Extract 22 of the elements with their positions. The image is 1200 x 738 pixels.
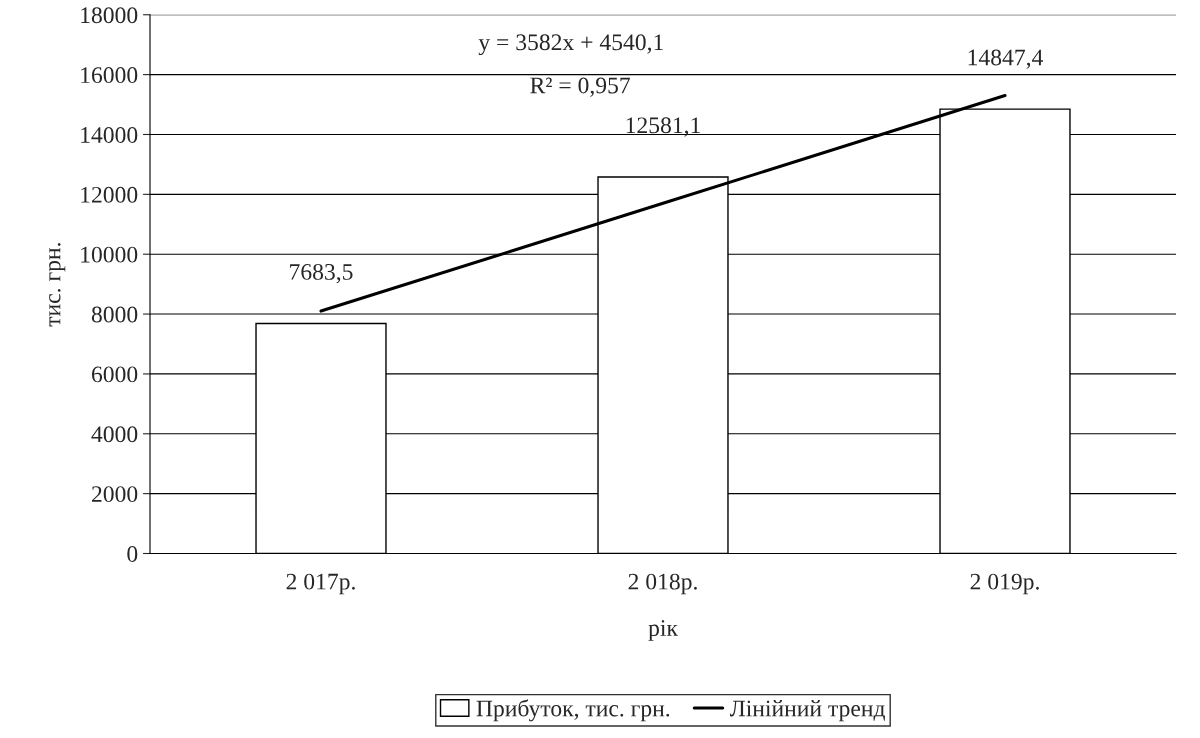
- y-tick-label: 2000: [92, 486, 138, 503]
- legend-label: Прибуток, тис. грн.: [476, 699, 670, 722]
- x-axis-title: рік: [648, 620, 678, 641]
- y-tick-label: 16000: [81, 67, 138, 84]
- x-tick-label: 2 017р.: [286, 573, 355, 595]
- y-tick-label: 12000: [81, 186, 138, 203]
- y-tick-label: 4000: [91, 426, 138, 443]
- y-tick-label: 8000: [91, 306, 138, 323]
- y-tick-label: 10000: [81, 246, 138, 263]
- y-tick-label: 18000: [81, 7, 138, 24]
- y-axis-title: тис. грн.: [49, 243, 66, 327]
- x-tick-label: 2 018р.: [628, 573, 697, 595]
- data-label: 7683,5: [290, 263, 353, 284]
- x-tick-label: 2 019р.: [970, 573, 1039, 595]
- annotation: R² = 0,957: [530, 77, 631, 97]
- y-tick-label: 14000: [81, 126, 138, 143]
- data-label: 12581,1: [626, 117, 700, 137]
- y-tick-label: 0: [127, 545, 138, 562]
- legend-label: Лінійний тренд: [729, 700, 885, 722]
- annotation: y = 3582x + 4540,1: [478, 34, 663, 56]
- y-tick-label: 6000: [91, 366, 138, 383]
- data-label: 14847,4: [968, 49, 1043, 69]
